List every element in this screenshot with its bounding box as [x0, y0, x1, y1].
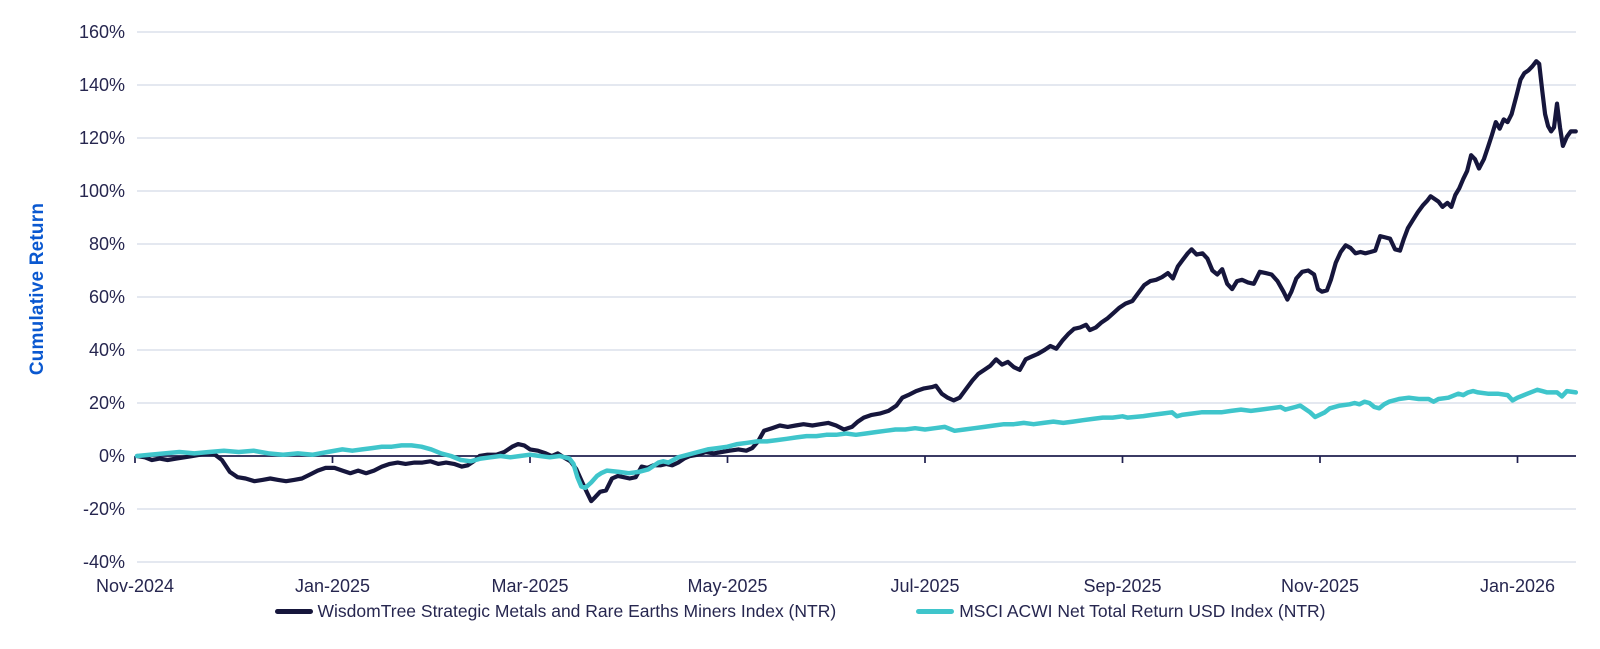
- legend-label-msci-acwi: MSCI ACWI Net Total Return USD Index (NT…: [959, 601, 1326, 621]
- y-tick-label-100: 100%: [79, 181, 125, 201]
- y-tick-label-160: 160%: [79, 22, 125, 42]
- msci-acwi-line-swatch-icon: [916, 609, 955, 614]
- y-tick-label-40: 40%: [89, 340, 125, 360]
- y-tick-label-20: 20%: [89, 393, 125, 413]
- x-tick-label-Jan-2026: Jan-2026: [1480, 576, 1555, 596]
- legend-item-wisdomtree: WisdomTree Strategic Metals and Rare Ear…: [274, 601, 837, 622]
- x-tick-label-Sep-2025: Sep-2025: [1083, 576, 1161, 596]
- y-tick-label-120: 120%: [79, 128, 125, 148]
- wisdomtree-line-swatch-icon: [274, 609, 313, 614]
- x-tick-label-Jan-2025: Jan-2025: [295, 576, 370, 596]
- x-tick-label-Nov-2024: Nov-2024: [96, 576, 174, 596]
- legend-label-wisdomtree: WisdomTree Strategic Metals and Rare Ear…: [317, 601, 837, 621]
- y-tick-label--40: -40%: [83, 552, 125, 572]
- y-tick-label-0: 0%: [99, 446, 125, 466]
- series-msci-acwi-line: [134, 387, 1579, 491]
- x-tick-label-May-2025: May-2025: [687, 576, 767, 596]
- y-tick-label-80: 80%: [89, 234, 125, 254]
- legend-item-msci-acwi: MSCI ACWI Net Total Return USD Index (NT…: [916, 601, 1325, 622]
- y-tick-label-140: 140%: [79, 75, 125, 95]
- series-wisdomtree-line: [134, 59, 1578, 504]
- x-tick-label-Nov-2025: Nov-2025: [1281, 576, 1359, 596]
- y-tick-label-60: 60%: [89, 287, 125, 307]
- y-tick-label--20: -20%: [83, 499, 125, 519]
- x-tick-label-Jul-2025: Jul-2025: [890, 576, 959, 596]
- x-tick-label-Mar-2025: Mar-2025: [491, 576, 568, 596]
- chart-legend: WisdomTree Strategic Metals and Rare Ear…: [0, 601, 1600, 622]
